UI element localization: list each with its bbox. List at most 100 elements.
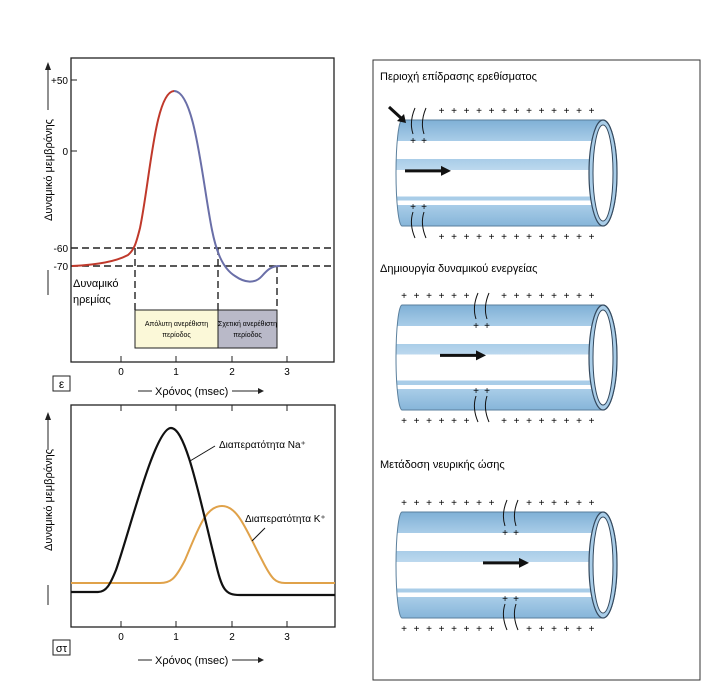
current-arrow-icon: [502, 499, 508, 527]
positive-charge: +: [564, 106, 570, 117]
positive-charge: +: [451, 624, 457, 635]
positive-charge: +: [489, 624, 495, 635]
positive-charge: +: [473, 386, 479, 397]
positive-charge: +: [576, 416, 582, 427]
top-ticks: [120, 405, 288, 627]
positive-charge: +: [414, 416, 420, 427]
absolute-refractory-label: περίοδος: [162, 331, 191, 339]
panel-st-label-box: [52, 639, 71, 656]
positive-charge: +: [564, 232, 570, 243]
panel-st-label: στ: [56, 643, 68, 655]
positive-charge: +: [489, 106, 495, 117]
current-arrow-icon: [410, 211, 416, 239]
resting-potential-label: Δυναμικό: [73, 278, 119, 290]
x-tick-label: 2: [229, 367, 235, 378]
positive-charge: +: [401, 498, 407, 509]
positive-charge: +: [410, 136, 416, 147]
positive-charge: +: [401, 416, 407, 427]
current-arrow-icon: [484, 395, 490, 423]
absolute-refractory-label: Απόλυτη ανερέθιστη: [145, 320, 208, 328]
positive-charge: +: [414, 291, 420, 302]
positive-charge: +: [464, 498, 470, 509]
positive-charge: +: [564, 416, 570, 427]
y-tick-label: -60: [54, 244, 69, 255]
positive-charge: +: [464, 232, 470, 243]
positive-charge: +: [401, 624, 407, 635]
k-leader-line: [251, 527, 266, 542]
positive-charge: +: [476, 106, 482, 117]
positive-charge: +: [589, 232, 595, 243]
positive-charge: +: [526, 498, 532, 509]
positive-charge: +: [476, 624, 482, 635]
relative-refractory-box: [217, 309, 278, 349]
x-tick-label: 0: [118, 632, 124, 643]
positive-charge: +: [564, 498, 570, 509]
positive-charge: +: [451, 232, 457, 243]
x-axis-label: Χρόνος (msec): [155, 655, 228, 667]
positive-charge: +: [414, 498, 420, 509]
axon-lumen: [592, 124, 614, 222]
x-tick-label: 0: [118, 367, 124, 378]
positive-charge: +: [451, 416, 457, 427]
positive-charge: +: [564, 624, 570, 635]
current-arrow-icon: [502, 603, 508, 631]
positive-charge: +: [576, 624, 582, 635]
positive-charge: +: [501, 291, 507, 302]
y-axis-label: Δυναμικό μεμβράνης: [43, 119, 55, 221]
positive-charge: +: [589, 416, 595, 427]
positive-charge: +: [451, 106, 457, 117]
arrow-head-icon: [397, 114, 406, 123]
positive-charge: +: [473, 321, 479, 332]
k-permeability-curve: [71, 504, 335, 584]
positive-charge: +: [401, 291, 407, 302]
threshold-dashed-lines: [71, 247, 334, 310]
arrow-head-icon: [476, 350, 486, 361]
positive-charge: +: [410, 202, 416, 213]
absolute-refractory-box: [134, 309, 219, 349]
positive-charge: +: [514, 416, 520, 427]
step-title: Μετάδοση νευρικής ώσης: [380, 459, 505, 471]
positive-charge: +: [464, 291, 470, 302]
axon-lumen: [592, 516, 614, 614]
positive-charge: +: [489, 498, 495, 509]
positive-charge: +: [426, 624, 432, 635]
current-arrow-icon: [473, 395, 479, 423]
positive-charge: +: [526, 416, 532, 427]
positive-charge: +: [439, 106, 445, 117]
y-tick-label: 0: [62, 147, 68, 158]
positive-charge: +: [576, 232, 582, 243]
relative-refractory-label: Σχετική ανερέθιστη: [218, 320, 277, 328]
positive-charge: +: [551, 624, 557, 635]
positive-charge: +: [426, 416, 432, 427]
positive-charge: +: [421, 136, 427, 147]
arrow-head-icon: [258, 388, 264, 394]
panel-e-label: ε: [59, 377, 65, 391]
positive-charge: +: [539, 624, 545, 635]
positive-charge: +: [589, 106, 595, 117]
positive-charge: +: [489, 232, 495, 243]
arrow-head-icon: [519, 557, 529, 568]
positive-charge: +: [501, 416, 507, 427]
positive-charge: +: [551, 291, 557, 302]
x-ticks: [120, 356, 288, 362]
positive-charge: +: [526, 232, 532, 243]
arrow-head-icon: [441, 165, 451, 176]
positive-charge: +: [539, 291, 545, 302]
x-tick-label: 1: [173, 632, 179, 643]
na-permeability-curve: [71, 426, 335, 597]
panel-e-frame: [70, 57, 335, 363]
positive-charge: +: [464, 106, 470, 117]
x-tick-label: 1: [173, 367, 179, 378]
axon-diagrams: Περιοχή επίδρασης ερεθίσματος + + + + + + + + + + +…: [380, 71, 618, 635]
positive-charge: +: [539, 416, 545, 427]
x-axis-label: Χρόνος (msec): [155, 386, 228, 398]
arrow-head-icon: [45, 412, 51, 420]
positive-charge: +: [464, 624, 470, 635]
step-title: Περιοχή επίδρασης ερεθίσματος: [380, 71, 537, 83]
positive-charge: +: [589, 624, 595, 635]
axon-body: [395, 119, 618, 227]
axon-body: [395, 304, 618, 411]
positive-charge: +: [551, 106, 557, 117]
stimulus-arrow-icon: [387, 105, 403, 120]
